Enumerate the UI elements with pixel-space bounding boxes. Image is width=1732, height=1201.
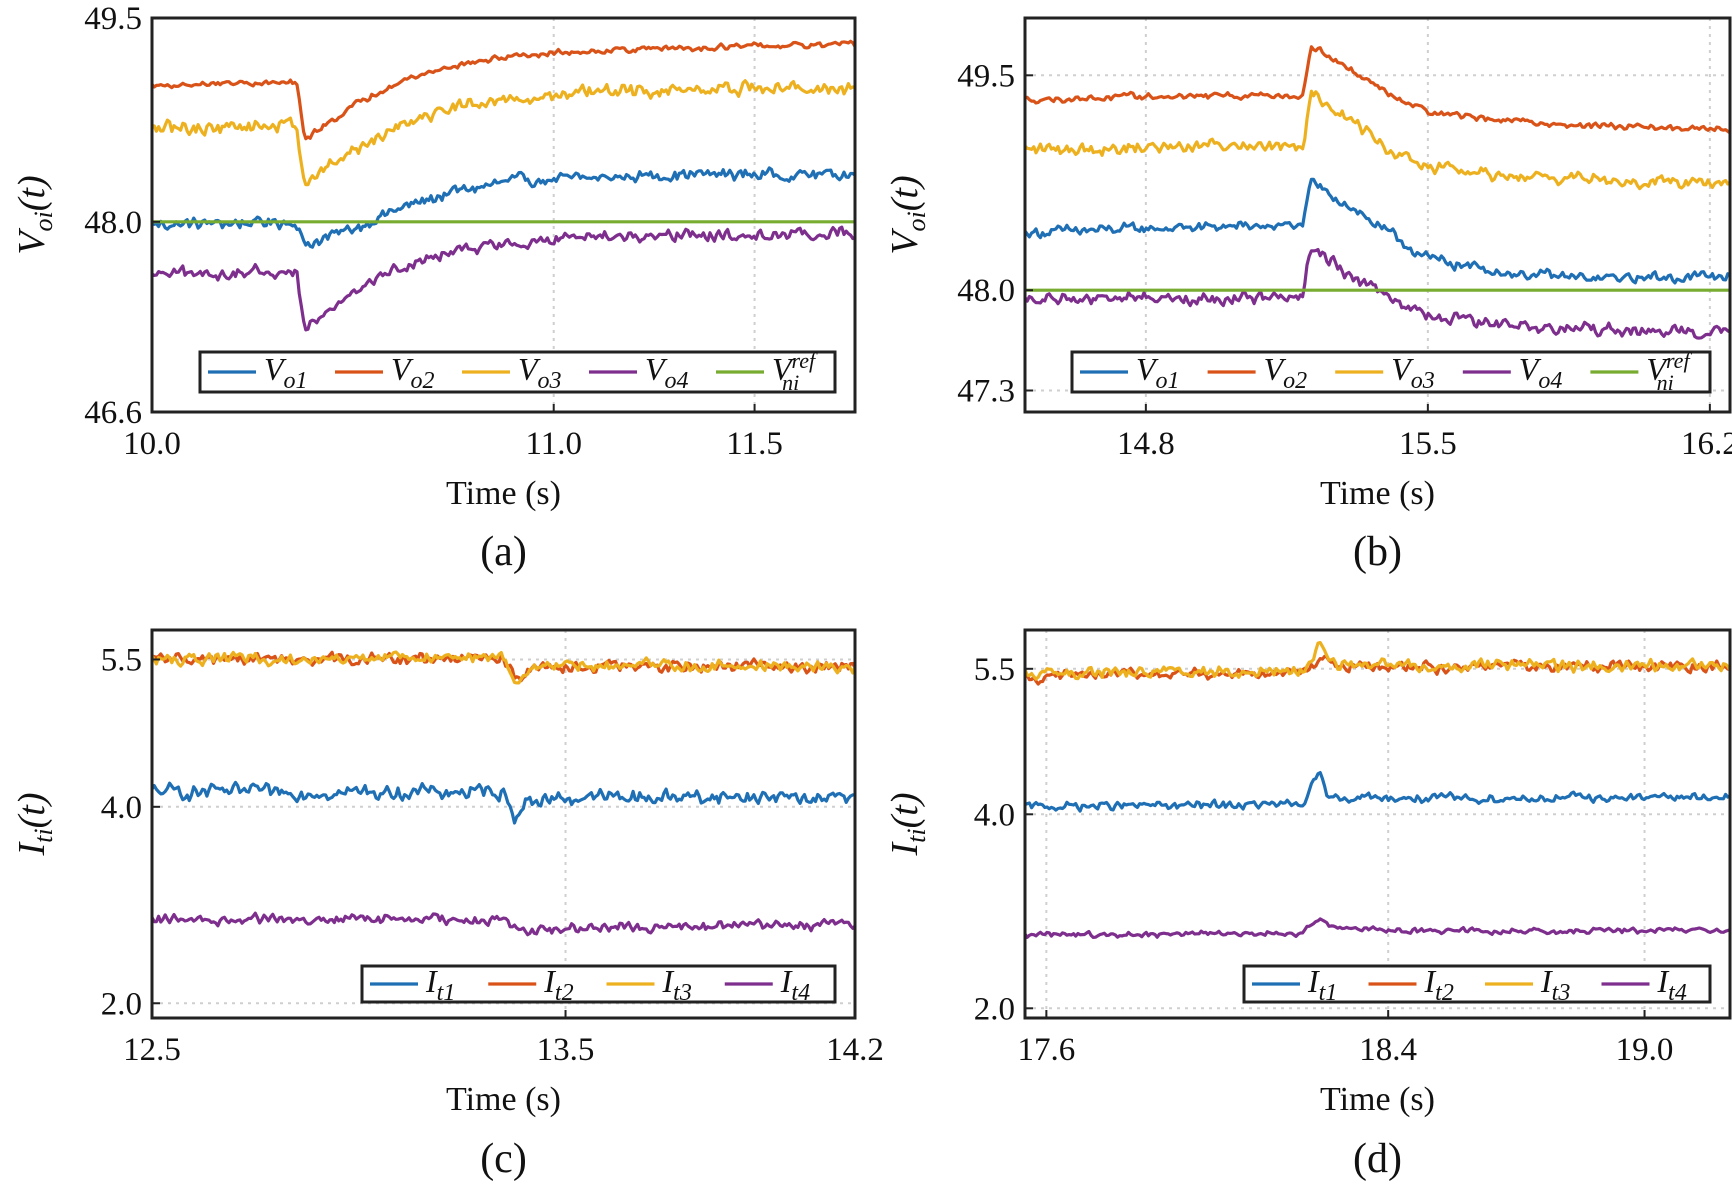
legend: Vo1 Vo2 Vo3 Vo4 Vref ni [198,348,837,395]
legend-entry: Vref ni [1646,348,1692,395]
x-tick-label: 11.0 [525,426,582,462]
y-tick-label: 48.0 [957,273,1015,309]
y-tick-label: 5.5 [974,652,1015,688]
y-axis-label: Iti(t) [884,793,931,857]
legend-entry: Vo4 [645,351,689,394]
series-line-i-t3 [152,650,855,685]
x-tick-label: 16.2 [1681,426,1732,462]
x-tick-label: 14.2 [826,1032,884,1068]
series-line-i-t4 [1025,917,1730,940]
series-line-v-o4 [152,225,855,332]
legend-entry: It4 [1657,963,1687,1006]
x-tick-label: 19.0 [1616,1032,1674,1068]
chart-panel-2: 12.5 13.5 14.2 2.0 4.0 5.5 Time (s) Iti(t) (c) It… [11,628,884,1182]
legend: Vo1 Vo2 Vo3 Vo4 Vref ni [1070,348,1712,395]
plot-frame [1023,16,1732,414]
y-tick-label: 2.0 [101,986,142,1022]
y-axis-label: Iti(t) [11,793,58,857]
panel-caption: (d) [1353,1136,1402,1182]
legend-entry: Vo3 [518,351,562,394]
panel-caption: (a) [480,529,527,575]
x-tick-label: 10.0 [123,426,181,462]
x-tick-label: 14.8 [1117,426,1175,462]
y-tick-label: 46.6 [84,395,142,431]
legend-entry: Vref ni [772,348,818,395]
legend-entry: It2 [1424,963,1454,1006]
series-line-i-t1 [1025,770,1730,813]
y-tick-label: 47.3 [957,374,1015,410]
y-tick-label: 49.5 [957,58,1015,94]
plot-frame [1023,628,1732,1020]
legend-entry: It1 [1307,963,1337,1006]
legend-entry: Vo3 [1391,351,1435,394]
legend-entry: It1 [425,963,455,1006]
x-axis-label: Time (s) [446,1081,561,1118]
series-line-v-o3 [152,79,855,187]
x-axis-label: Time (s) [1320,475,1435,512]
legend-entry: It3 [662,963,692,1006]
plot-frame [150,628,857,1020]
x-tick-label: 12.5 [123,1032,181,1068]
legend-entry: It2 [543,963,573,1006]
series-line-v-o1 [1025,177,1730,285]
legend: It1 It2 It3 It4 [360,963,837,1006]
series-line-v-o2 [152,39,855,141]
y-axis-label: Voi(t) [11,175,58,254]
chart-panel-3: 17.6 18.4 19.0 2.0 4.0 5.5 Time (s) Iti(t) (d) It… [884,628,1732,1182]
x-tick-label: 13.5 [537,1032,595,1068]
series-line-i-t2 [1025,654,1730,686]
legend-entry: Vo1 [264,351,308,394]
legend-entry: It4 [780,963,810,1006]
legend-entry: It3 [1540,963,1570,1006]
legend: It1 It2 It3 It4 [1242,963,1712,1006]
x-tick-label: 15.5 [1399,426,1457,462]
y-axis-label: Voi(t) [884,175,931,254]
legend-entry: Vo2 [391,351,435,394]
x-axis-label: Time (s) [1320,1081,1435,1118]
y-tick-label: 4.0 [974,797,1015,833]
legend-entry: Vo2 [1264,351,1308,394]
y-tick-label: 4.0 [101,790,142,826]
series-line-v-o4 [1025,247,1730,340]
panel-caption: (c) [480,1136,527,1182]
y-tick-label: 49.5 [84,1,142,37]
chart-panel-0: 10.0 11.0 11.5 46.6 48.0 49.5 Time (s) Voi(t) (a… [11,1,857,575]
y-tick-label: 5.5 [101,642,142,678]
legend-entry: Vo4 [1519,351,1563,394]
series-line-v-o3 [1025,89,1730,191]
legend-entry: Vo1 [1136,351,1180,394]
x-tick-label: 18.4 [1359,1032,1417,1068]
y-tick-label: 48.0 [84,205,142,241]
series-line-i-t4 [152,911,855,937]
series-line-i-t3 [1025,640,1730,681]
panel-caption: (b) [1353,529,1402,575]
chart-panel-1: 14.8 15.5 16.2 47.3 48.0 49.5 Time (s) Voi(t) (b… [884,16,1732,575]
x-axis-label: Time (s) [446,475,561,512]
y-tick-label: 2.0 [974,991,1015,1027]
series-line-i-t1 [152,780,855,825]
x-tick-label: 11.5 [726,426,783,462]
series-line-v-o2 [1025,45,1730,135]
plot-frame [150,16,857,414]
x-tick-label: 17.6 [1017,1032,1075,1068]
